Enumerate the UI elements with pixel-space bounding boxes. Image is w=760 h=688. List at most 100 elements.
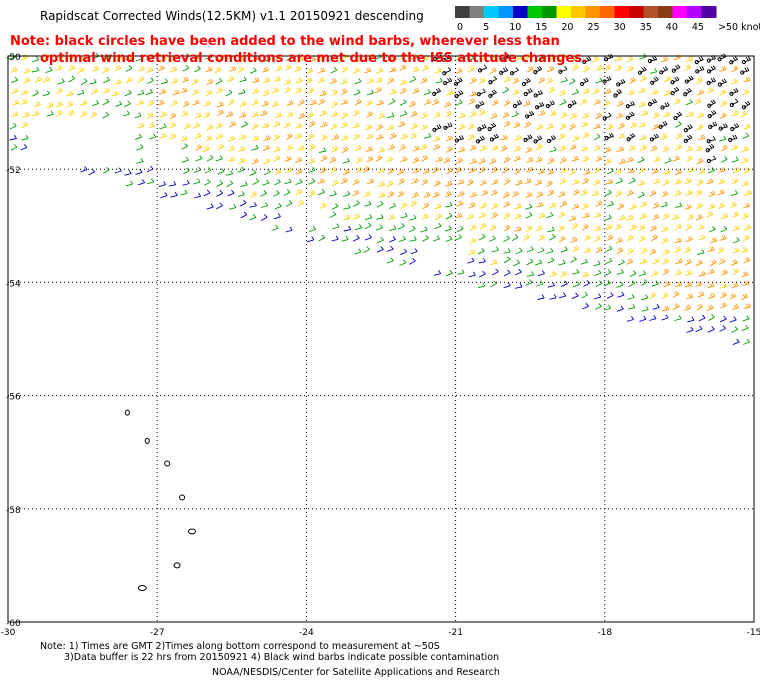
wind-barb [706,304,714,312]
wind-barb [193,192,202,199]
wind-barb [434,203,442,210]
wind-barb [740,247,748,253]
wind-barb [193,178,201,185]
wind-barb [572,188,580,196]
wind-barb [181,143,189,150]
wind-barb [490,280,497,288]
wind-barb [284,86,291,94]
contamination-circle [558,69,563,74]
wind-barb [352,122,360,129]
wind-barb [423,98,432,105]
wind-barb [627,293,635,300]
wind-barb [227,189,235,197]
wind-barb [342,157,350,164]
wind-barb [206,78,214,86]
wind-barb [572,178,580,185]
wind-barb [398,144,406,151]
wind-barb [239,133,247,141]
legend-label: 40 [666,22,678,33]
wind-barb [80,99,88,106]
wind-barb [661,56,669,63]
wind-barb [330,166,337,174]
x-tick-label: -30 [1,628,16,638]
wind-barb [559,156,567,164]
wind-barb [720,282,728,289]
contamination-circle [567,103,572,108]
wind-barb [135,168,143,176]
legend-swatch [643,6,659,18]
wind-barb [375,154,383,162]
wind-barb [593,179,601,186]
wind-barb [147,77,154,85]
wind-barb [595,200,603,207]
wind-barb [261,66,269,73]
wind-barb [31,66,40,73]
wind-barb [569,144,577,151]
wind-barb [639,315,647,322]
wind-barb [525,203,533,210]
wind-barb [674,189,682,197]
wind-barb [445,110,452,118]
y-tick-label: -50 [6,53,21,63]
wind-barb [159,56,167,62]
contamination-circle [613,93,618,98]
wind-barb [297,99,305,106]
wind-barb [307,87,315,95]
contamination-circle [728,137,733,142]
wind-barb [558,191,566,198]
wind-barb [330,66,338,74]
contamination-circle [673,115,678,121]
contamination-circle [650,80,655,85]
wind-barb [526,66,534,73]
wind-barb [558,224,565,232]
legend-swatch [687,6,702,18]
wind-barb [514,226,522,232]
wind-barb [329,190,337,197]
wind-barb [46,102,54,108]
wind-barb [157,65,165,72]
wind-barb [307,133,315,140]
wind-barb [638,166,646,174]
contamination-circle [670,80,675,85]
wind-barb [571,155,579,162]
wind-barb [628,177,636,185]
wind-barb [549,202,557,209]
wind-barb [592,88,600,95]
wind-barb [742,280,750,286]
wind-barb [523,234,530,241]
wind-barb [664,157,672,164]
wind-barb [536,123,544,131]
contamination-circle [521,81,527,87]
wind-barb [320,121,328,128]
wind-barb [420,143,428,151]
wind-barb [320,134,328,141]
wind-barb [20,144,28,151]
wind-barb [89,78,97,85]
wind-barb [469,224,477,231]
wind-barb [479,179,487,186]
wind-barb [423,132,432,139]
wind-barb [445,201,453,208]
wind-barb [696,77,703,84]
wind-barb [674,168,683,176]
wind-barb [376,236,384,244]
wind-barb [295,188,303,196]
contamination-circle [637,70,643,75]
wind-barb [729,316,737,323]
wind-barb [661,190,669,198]
wind-barb [743,234,750,242]
wind-barb [675,223,683,231]
wind-barb [102,66,110,74]
wind-barb [319,90,327,97]
wind-barb [283,189,291,196]
contamination-circle [706,58,711,63]
wind-barb [249,169,257,176]
wind-barb [409,75,417,83]
wind-barb [515,268,522,276]
wind-barb [146,178,155,185]
wind-barb [719,112,727,119]
axis-tick-labels: -30 -27 -24 -21 -18 -15 -50 -52 -54 -56 -58 -60 [1,53,760,638]
wind-barb [468,202,476,209]
wind-barb [399,64,407,71]
contamination-circle [694,59,699,65]
